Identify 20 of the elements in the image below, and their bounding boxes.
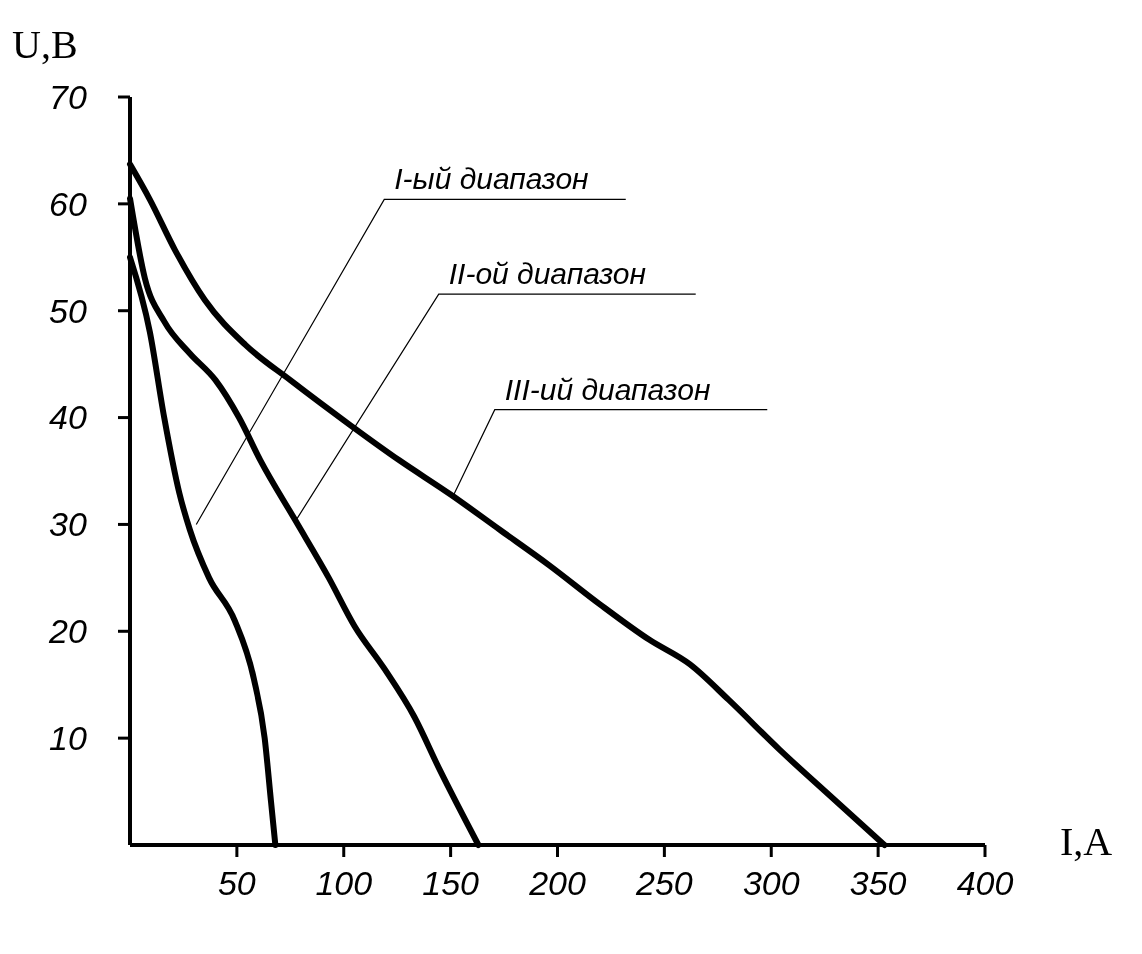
- x-tick-label: 50: [217, 864, 256, 902]
- x-tick-label: 100: [315, 864, 373, 902]
- y-tick-label: 50: [49, 291, 87, 330]
- y-tick-label: 20: [48, 612, 87, 651]
- annotation: II-ой диапазон: [448, 257, 647, 291]
- x-tick-label: 200: [528, 864, 586, 902]
- y-tick-label: 40: [49, 398, 87, 437]
- y-tick-label: 70: [49, 77, 87, 116]
- y-tick-label: 10: [49, 719, 87, 758]
- annotation: I-ый диапазон: [394, 162, 589, 196]
- x-tick-label: 300: [742, 864, 800, 902]
- y-axis-title: U,B: [12, 22, 78, 67]
- x-axis-title: I,A: [1060, 819, 1113, 864]
- x-tick-label: 400: [956, 864, 1014, 902]
- x-tick-label: 350: [849, 864, 907, 902]
- x-tick-label: 250: [635, 864, 693, 902]
- x-tick-label: 150: [422, 864, 480, 902]
- y-tick-label: 60: [49, 184, 87, 223]
- y-tick-label: 30: [49, 505, 87, 544]
- annotation: III-ий диапазон: [504, 372, 711, 406]
